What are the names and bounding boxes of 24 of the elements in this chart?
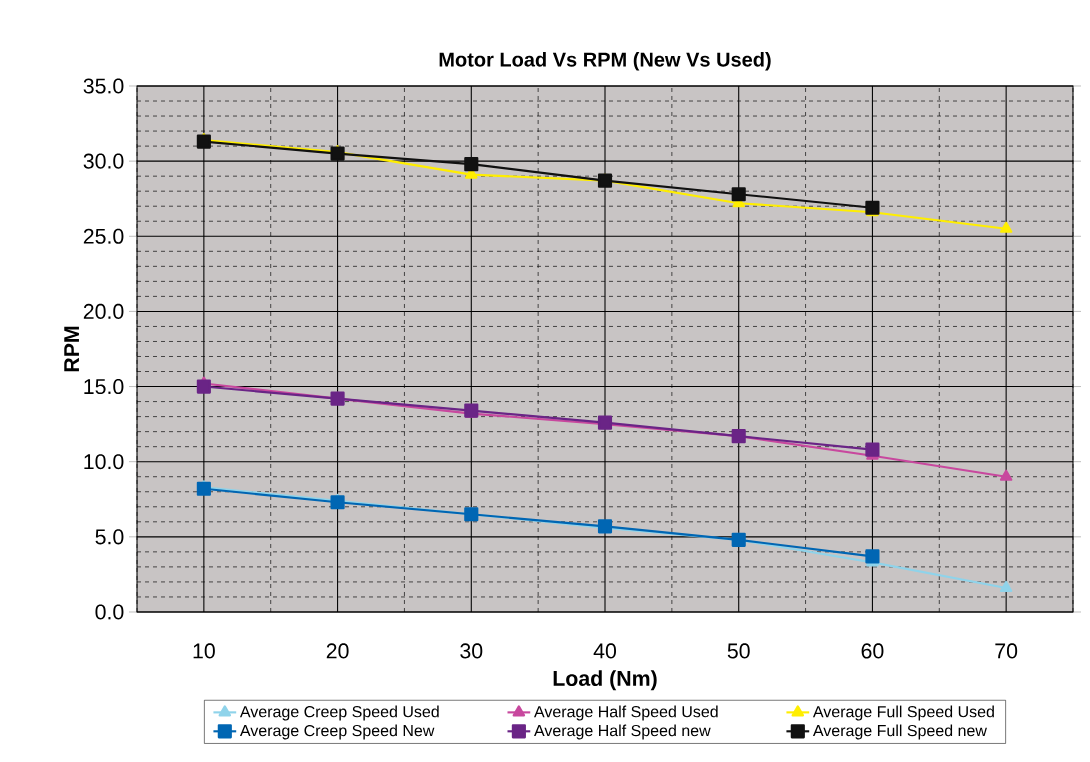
x-tick-label: 50 [727,643,750,659]
chart-title: Motor Load Vs RPM (New Vs Used) [439,51,771,71]
y-tick-label: 15.0 [84,379,124,395]
y-tick-label: 20.0 [83,303,124,319]
legend-label: Average Half Speed new [534,724,711,740]
x-tick-label: 30 [460,643,483,659]
x-tick-label: 40 [593,643,617,659]
y-tick-label: 10.0 [84,454,124,470]
y-tick-label: 25.0 [83,228,124,244]
legend-label: Average Half Speed Used [534,705,718,721]
y-axis-title: RPM [64,326,79,372]
x-tick-label: 10 [193,643,215,659]
x-tick-label: 70 [995,643,1018,659]
y-tick-label: 35.0 [83,78,124,94]
legend-label: Average Creep Speed New [239,724,435,740]
legend-label: Average Full Speed Used [812,705,994,721]
y-tick-label: 5.0 [95,529,124,545]
y-tick-label: 0.0 [95,604,124,620]
legend-label: Average Full Speed new [812,724,987,740]
x-axis-title: Load (Nm) [553,670,657,691]
x-tick-label: 20 [326,643,349,659]
y-tick-label: 30.0 [83,153,124,169]
legend-label: Average Creep Speed Used [239,705,439,721]
x-tick-label: 60 [861,643,884,659]
